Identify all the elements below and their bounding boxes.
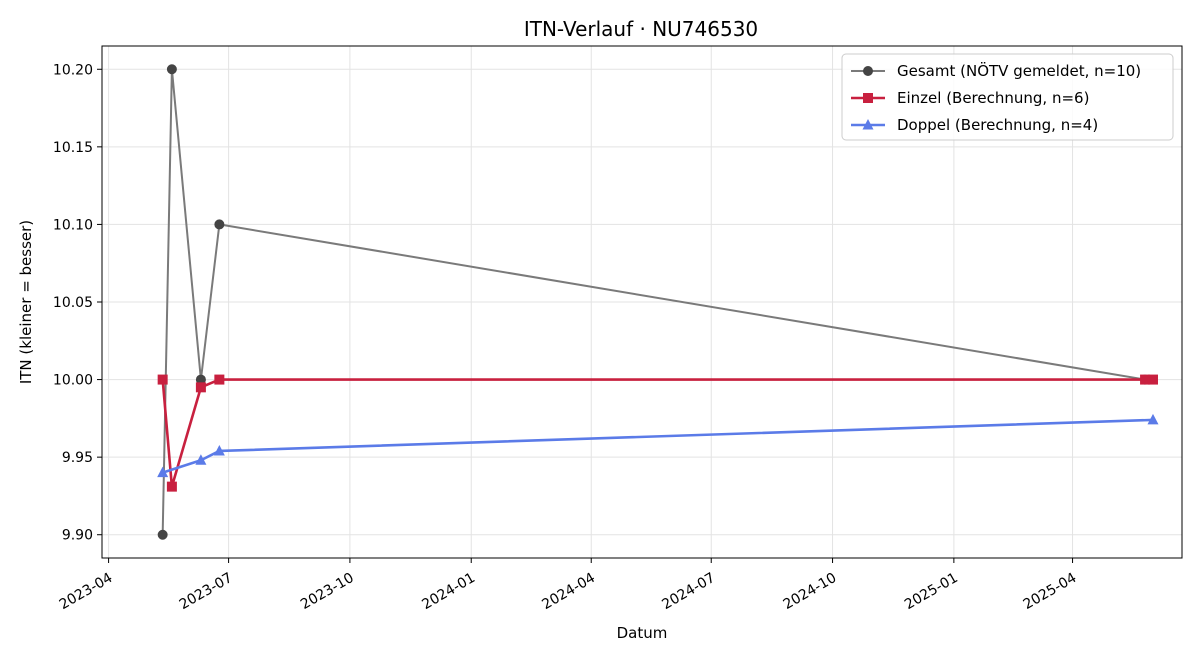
x-tick-label: 2024-07 (659, 570, 718, 613)
data-point (166, 64, 177, 75)
x-axis: 2023-04 2023-07 2023-10 2024-01 2024-04 2024-… (57, 558, 1080, 613)
data-point (195, 454, 207, 465)
legend-label: Einzel (Berechnung, n=6) (897, 89, 1089, 107)
legend-box (841, 53, 1174, 141)
data-point (213, 444, 225, 456)
legend: Gesamt (NÖTV gemeldet, n=10) Einzel (Bere… (841, 53, 1174, 141)
x-tick-label: 2023-10 (298, 570, 357, 613)
y-tick-label: 9.95 (62, 450, 93, 466)
legend-marker (863, 66, 873, 76)
data-point (157, 529, 168, 540)
y-axis: 9.90 9.95 10.00 10.05 10.10 10.15 10.20 (53, 62, 102, 544)
y-tick-label: 10.05 (53, 295, 93, 311)
data-point (157, 466, 169, 478)
legend-entry: Doppel (Berechnung, n=4) (851, 116, 1098, 134)
data-point (1147, 413, 1159, 425)
y-axis-label: ITN (kleiner = besser) (17, 220, 35, 384)
series-line (161, 378, 1153, 488)
x-tick-label: 2025-01 (902, 570, 961, 613)
series-triangle (157, 413, 1159, 478)
y-tick-label: 10.20 (53, 62, 93, 78)
x-tick-label: 2023-07 (177, 570, 236, 613)
data-point (166, 481, 177, 492)
y-tick-label: 10.10 (53, 217, 93, 233)
y-tick-label: 9.90 (62, 528, 93, 544)
y-tick-label: 10.00 (53, 373, 93, 389)
data-point (214, 374, 225, 385)
series-layer (157, 64, 1159, 540)
legend-label: Doppel (Berechnung, n=4) (897, 116, 1098, 134)
legend-entry: Einzel (Berechnung, n=6) (851, 89, 1089, 107)
legend-marker (863, 93, 873, 103)
x-tick-label: 2024-04 (539, 570, 598, 613)
chart-title: ITN-Verlauf · NU746530 (524, 17, 758, 41)
legend-marker (862, 119, 874, 130)
data-point (195, 382, 206, 393)
x-tick-label: 2025-04 (1021, 570, 1080, 613)
x-axis-label: Datum (617, 624, 668, 642)
legend-label: Gesamt (NÖTV gemeldet, n=10) (897, 61, 1141, 80)
series-square (157, 374, 1158, 492)
y-tick-label: 10.15 (53, 140, 93, 156)
data-point (1140, 374, 1151, 385)
series-line (162, 418, 1154, 474)
x-tick-label: 2023-04 (57, 570, 116, 613)
data-point (157, 374, 168, 385)
legend-entry: Gesamt (NÖTV gemeldet, n=10) (851, 61, 1141, 80)
data-point (214, 219, 225, 230)
x-tick-label: 2024-10 (781, 570, 840, 613)
data-point (1147, 374, 1158, 385)
x-tick-label: 2024-01 (419, 570, 478, 613)
